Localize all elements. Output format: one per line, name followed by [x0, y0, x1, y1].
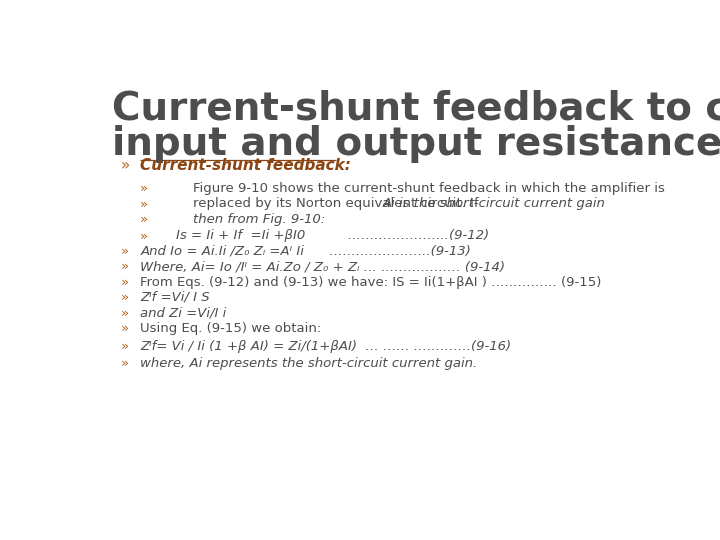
Text: »: »	[121, 306, 129, 319]
Text: input and output resistance:: input and output resistance:	[112, 125, 720, 163]
Text: »: »	[121, 291, 129, 304]
Text: Zᴵf= Vi / Ii (1 +β AI) = Zi/(1+βAI)  … …… ………….(9-16): Zᴵf= Vi / Ii (1 +β AI) = Zi/(1+βAI) … ………	[140, 340, 511, 353]
Text: where, Ai represents the short-circuit current gain.: where, Ai represents the short-circuit c…	[140, 357, 477, 370]
Text: and Zi =Vi/I i: and Zi =Vi/I i	[140, 306, 227, 319]
Text: Ai is the short-circuit current gain: Ai is the short-circuit current gain	[383, 198, 606, 211]
Text: »: »	[140, 230, 148, 242]
Text: »: »	[121, 260, 129, 273]
Text: »: »	[121, 357, 129, 370]
FancyBboxPatch shape	[84, 60, 654, 485]
Text: Where, Ai= Io /Iᴵ = Ai.Zo / Z₀ + Zₗ … ……………… (9-14): Where, Ai= Io /Iᴵ = Ai.Zo / Z₀ + Zₗ … ………	[140, 260, 505, 273]
Text: »: »	[121, 322, 129, 335]
Text: then from Fig. 9-10:: then from Fig. 9-10:	[193, 213, 325, 226]
Text: »: »	[140, 182, 148, 195]
Text: »: »	[121, 275, 129, 288]
Text: And Io = Ai.Ii /Z₀ Zₗ =Aᴵ Ii      …………………..(9-13): And Io = Ai.Ii /Z₀ Zₗ =Aᴵ Ii …………………..(9…	[140, 245, 471, 258]
Text: Current-shunt feedback to calculate: Current-shunt feedback to calculate	[112, 90, 720, 128]
Text: »: »	[121, 245, 129, 258]
Text: Using Eq. (9-15) we obtain:: Using Eq. (9-15) we obtain:	[140, 322, 321, 335]
Text: Figure 9-10 shows the current-shunt feedback in which the amplifier is: Figure 9-10 shows the current-shunt feed…	[193, 182, 665, 195]
Text: »: »	[121, 158, 130, 173]
Text: »: »	[140, 198, 148, 211]
Text: Zᴵf =Vi/ I S: Zᴵf =Vi/ I S	[140, 291, 210, 304]
Text: Current-shunt feedback:: Current-shunt feedback:	[140, 158, 351, 173]
Text: From Eqs. (9-12) and (9-13) we have: IS = Ii(1+βAI ) …………… (9-15): From Eqs. (9-12) and (9-13) we have: IS …	[140, 275, 602, 288]
Text: Is = Ii + If  =Ii +βI0          …………………..(9-12): Is = Ii + If =Ii +βI0 …………………..(9-12)	[176, 230, 490, 242]
Text: »: »	[121, 340, 129, 353]
Text: replaced by its Norton equivalent circuit. If: replaced by its Norton equivalent circui…	[193, 198, 483, 211]
Text: »: »	[140, 213, 148, 226]
